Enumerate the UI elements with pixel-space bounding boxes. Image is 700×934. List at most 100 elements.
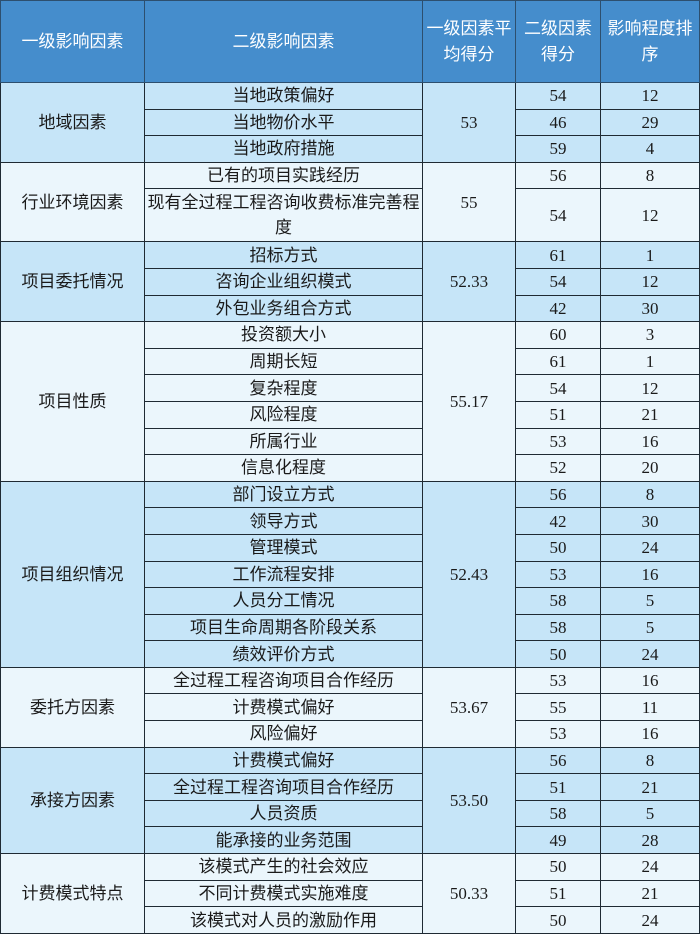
influence-rank-cell: 24 — [600, 533, 700, 562]
level2-score-cell: 58 — [515, 587, 601, 615]
level2-factor-cell: 当地政策偏好 — [144, 82, 423, 110]
table-row: 行业环境因素 已有的项目实践经历 55 56 8 — [0, 161, 700, 243]
influence-rank-cell: 24 — [600, 640, 700, 668]
influence-rank-cell: 8 — [600, 161, 700, 190]
level1-factor-cell: 承接方因素 — [0, 746, 145, 855]
header-influence-rank: 影响程度排序 — [600, 0, 700, 83]
table-row: 风险偏好 53 16 — [1, 720, 700, 748]
table-row: 地域因素 当地政策偏好 53 54 12 — [0, 82, 700, 163]
level2-factor-cell: 人员分工情况 — [144, 587, 423, 615]
level2-score-cell: 42 — [515, 294, 601, 323]
level2-score-cell: 53 — [515, 427, 601, 456]
level2-factor-cell: 周期长短 — [144, 347, 423, 376]
influence-rank-cell: 11 — [600, 693, 700, 722]
influence-rank-cell: 1 — [600, 347, 700, 376]
table-row: 项目性质 投资额大小 55.17 60 3 — [0, 321, 700, 482]
influence-rank-cell: 21 — [600, 773, 700, 801]
level2-factor-cell: 全过程工程咨询项目合作经历 — [144, 773, 423, 801]
level2-score-cell: 54 — [515, 82, 601, 110]
header-level2-score: 二级因素得分 — [515, 0, 601, 83]
table-row: 全过程工程咨询项目合作经历 51 21 — [1, 773, 700, 801]
header-level1-avg-score: 一级因素平均得分 — [422, 0, 516, 83]
level2-factor-cell: 复杂程度 — [144, 374, 423, 402]
influence-rank-cell: 21 — [600, 879, 700, 908]
influence-rank-cell: 16 — [600, 560, 700, 589]
level2-score-cell: 53 — [515, 560, 601, 589]
level2-factor-cell: 管理模式 — [144, 533, 423, 562]
level1-factor-cell: 委托方因素 — [0, 666, 145, 748]
level1-factor-cell: 项目委托情况 — [0, 241, 145, 323]
level2-score-cell: 54 — [515, 188, 601, 243]
level2-score-cell: 46 — [515, 108, 601, 137]
level2-factor-cell: 该模式产生的社会效应 — [144, 853, 423, 881]
influence-rank-cell: 5 — [600, 587, 700, 615]
level2-factor-cell: 能承接的业务范围 — [144, 826, 423, 855]
influence-rank-cell: 4 — [600, 135, 700, 163]
level1-avg-score-cell: 53.50 — [422, 746, 516, 855]
level2-factor-cell: 全过程工程咨询项目合作经历 — [144, 666, 423, 695]
level2-factor-cell: 投资额大小 — [144, 321, 423, 349]
influence-rank-cell: 12 — [600, 188, 700, 243]
table-body: 地域因素 当地政策偏好 53 54 12 当地物价水平 46 29 当地政府措施 59 4 行业环境因… — [0, 82, 700, 934]
level1-avg-score-cell: 53.67 — [422, 666, 516, 748]
influence-rank-cell: 28 — [600, 826, 700, 855]
header-level1-factor: 一级影响因素 — [0, 0, 145, 83]
level2-score-cell: 53 — [515, 720, 601, 748]
level2-factor-cell: 项目生命周期各阶段关系 — [144, 613, 423, 642]
level1-factor-cell: 行业环境因素 — [0, 161, 145, 243]
level1-factor-cell: 项目性质 — [0, 321, 145, 482]
level2-factor-cell: 已有的项目实践经历 — [144, 161, 423, 190]
level2-factor-cell: 现有全过程工程咨询收费标准完善程度 — [144, 188, 423, 243]
level2-factor-cell: 当地物价水平 — [144, 108, 423, 137]
level2-score-cell: 50 — [515, 533, 601, 562]
level2-score-cell: 52 — [515, 454, 601, 482]
level2-factor-cell: 信息化程度 — [144, 454, 423, 482]
level2-score-cell: 56 — [515, 161, 601, 190]
table-row: 当地政府措施 59 4 — [1, 135, 700, 163]
influence-rank-cell: 1 — [600, 241, 700, 269]
level2-score-cell: 61 — [515, 241, 601, 269]
level2-factor-cell: 计费模式偏好 — [144, 693, 423, 722]
table-row: 工作流程安排 53 16 — [1, 560, 700, 589]
level2-score-cell: 51 — [515, 773, 601, 801]
influence-rank-cell: 16 — [600, 720, 700, 748]
level2-score-cell: 56 — [515, 746, 601, 775]
table-row: 能承接的业务范围 49 28 — [1, 826, 700, 855]
influence-rank-cell: 16 — [600, 666, 700, 695]
level2-score-cell: 42 — [515, 507, 601, 535]
level2-score-cell: 54 — [515, 374, 601, 402]
influence-rank-cell: 16 — [600, 427, 700, 456]
level2-score-cell: 51 — [515, 400, 601, 429]
influence-rank-cell: 5 — [600, 799, 700, 828]
table-row: 外包业务组合方式 42 30 — [1, 294, 700, 323]
level2-factor-cell: 不同计费模式实施难度 — [144, 879, 423, 908]
level2-score-cell: 60 — [515, 321, 601, 349]
level2-score-cell: 50 — [515, 853, 601, 881]
influence-rank-cell: 8 — [600, 480, 700, 509]
level1-factor-cell: 项目组织情况 — [0, 480, 145, 668]
table-row: 人员分工情况 58 5 — [1, 587, 700, 615]
influence-rank-cell: 24 — [600, 853, 700, 881]
table-row: 不同计费模式实施难度 51 21 — [1, 879, 700, 908]
influence-rank-cell: 5 — [600, 613, 700, 642]
table-row: 周期长短 61 1 — [1, 347, 700, 376]
influence-rank-cell: 29 — [600, 108, 700, 137]
level2-score-cell: 55 — [515, 693, 601, 722]
table-row: 计费模式偏好 55 11 — [1, 693, 700, 722]
level2-factor-cell: 工作流程安排 — [144, 560, 423, 589]
influence-rank-cell: 30 — [600, 294, 700, 323]
influence-rank-cell: 20 — [600, 454, 700, 482]
header-row: 一级影响因素 二级影响因素 一级因素平均得分 二级因素得分 影响程度排序 — [0, 0, 700, 83]
level2-score-cell: 49 — [515, 826, 601, 855]
table-row: 人员资质 58 5 — [1, 799, 700, 828]
influence-rank-cell: 12 — [600, 267, 700, 296]
table-row: 绩效评价方式 50 24 — [1, 640, 700, 668]
level2-factor-cell: 咨询企业组织模式 — [144, 267, 423, 296]
level2-factor-cell: 风险程度 — [144, 400, 423, 429]
influence-rank-cell: 12 — [600, 374, 700, 402]
table-row: 管理模式 50 24 — [1, 533, 700, 562]
table-row: 项目组织情况 部门设立方式 52.43 56 8 — [0, 480, 700, 668]
level2-factor-cell: 外包业务组合方式 — [144, 294, 423, 323]
table-row: 项目生命周期各阶段关系 58 5 — [1, 613, 700, 642]
level1-avg-score-cell: 53 — [422, 82, 516, 163]
